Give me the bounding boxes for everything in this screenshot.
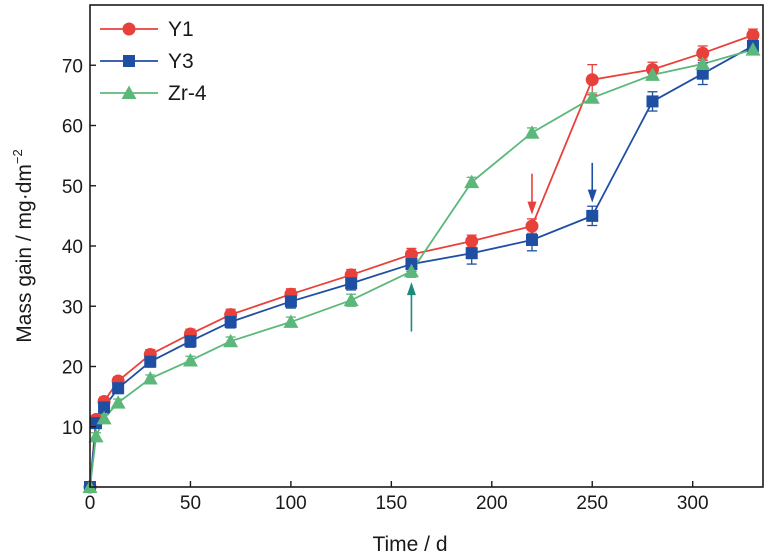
data-point-zr4	[343, 292, 359, 307]
data-point-zr4	[745, 42, 761, 56]
legend-marker-y1	[122, 22, 136, 36]
data-point-y3	[696, 67, 709, 80]
y-tick-label: 50	[62, 177, 83, 198]
data-point-y1	[465, 234, 479, 248]
annotation-arrow	[587, 162, 597, 203]
data-point-zr4	[645, 67, 661, 81]
data-point-y3	[525, 233, 538, 246]
data-point-zr4	[464, 174, 480, 189]
data-point-y3	[465, 247, 478, 260]
legend-marker-zr4	[121, 85, 137, 99]
data-point-y1	[696, 46, 710, 60]
y-tick-label: 40	[62, 237, 83, 258]
data-point-y3	[98, 401, 111, 414]
data-point-y1	[585, 73, 599, 87]
axis-ticks-layer: 0 50 100 150 200 250 300 10 20 30 40 50 60 70	[62, 56, 709, 514]
data-point-zr4	[88, 428, 104, 443]
y-axis-label-superscript: −2	[10, 149, 25, 164]
data-point-y3	[345, 277, 358, 290]
series-line-zr4	[89, 48, 754, 488]
legend-item-y1: Y1	[100, 18, 194, 41]
legend: Y1 Y3 Zr-4	[100, 18, 207, 105]
x-tick-label: 200	[476, 493, 508, 514]
x-axis-label: Time / d	[372, 533, 447, 556]
data-point-zr4	[695, 56, 711, 71]
legend-item-zr4: Zr-4	[100, 82, 207, 105]
y-tick-label: 10	[62, 418, 83, 439]
y-tick-label: 20	[62, 358, 83, 379]
series-lines-layer	[89, 34, 754, 488]
data-point-zr4	[142, 371, 158, 385]
annotation-arrows-layer	[406, 162, 597, 332]
plot-frame	[89, 4, 764, 488]
x-tick-label: 50	[180, 493, 201, 514]
legend-label-y1: Y1	[168, 18, 194, 41]
x-tick-label: 100	[275, 493, 307, 514]
y-axis-label-main: Mass gain / mg·dm	[13, 164, 36, 343]
data-point-zr4	[403, 263, 419, 278]
data-point-y3	[184, 335, 197, 348]
legend-marker-y3	[123, 55, 135, 67]
data-point-zr4	[110, 395, 126, 409]
data-point-y3	[144, 355, 157, 368]
series-line-y1	[89, 34, 754, 488]
data-point-y3	[284, 295, 297, 308]
data-point-y3	[586, 209, 599, 222]
data-point-zr4	[182, 352, 198, 367]
annotation-arrow	[527, 173, 537, 215]
markers-layer	[82, 28, 761, 494]
series-line-y3	[89, 45, 754, 488]
x-tick-label: 0	[85, 493, 96, 514]
x-tick-label: 300	[677, 493, 709, 514]
data-point-zr4	[283, 314, 299, 328]
data-point-y1	[404, 247, 418, 261]
data-point-y3	[224, 315, 237, 328]
legend-label-y3: Y3	[168, 50, 194, 73]
y-tick-label: 60	[62, 117, 83, 138]
y-tick-label: 30	[62, 297, 83, 318]
y-axis-label: Mass gain / mg·dm−2	[10, 149, 36, 342]
y-tick-label: 70	[62, 56, 83, 77]
annotation-arrow	[406, 282, 416, 332]
data-point-zr4	[524, 125, 540, 139]
data-point-zr4	[223, 333, 239, 348]
data-point-y3	[112, 382, 125, 395]
x-tick-label: 250	[576, 493, 608, 514]
data-point-y1	[746, 28, 760, 42]
legend-item-y3: Y3	[100, 50, 194, 73]
x-tick-label: 150	[375, 493, 407, 514]
legend-label-zr4: Zr-4	[168, 82, 207, 105]
data-point-zr4	[96, 410, 112, 425]
data-point-y3	[646, 95, 659, 108]
data-point-zr4	[584, 90, 600, 104]
data-point-y1	[525, 219, 539, 233]
